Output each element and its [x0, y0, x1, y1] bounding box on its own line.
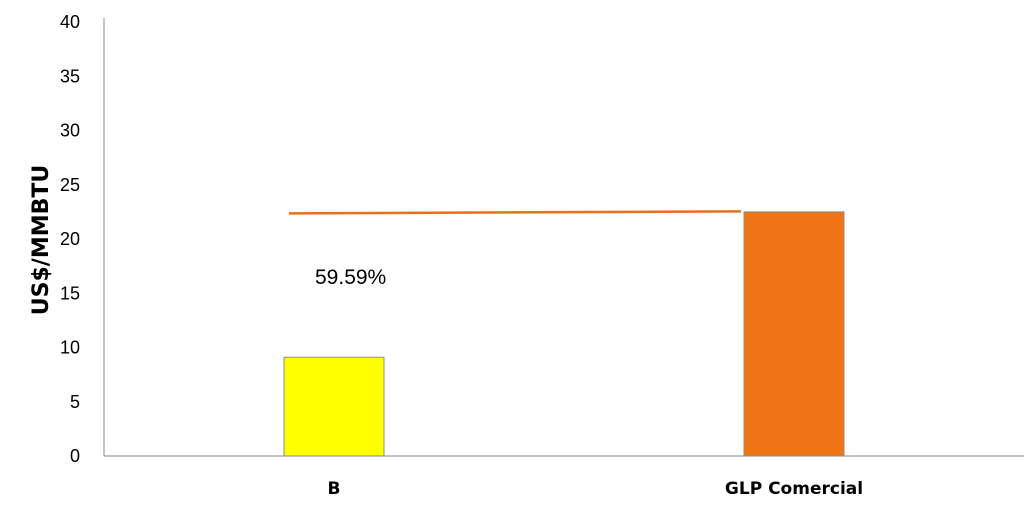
y-tick-label: 40 — [60, 12, 80, 32]
reference-line-layer — [288, 210, 742, 215]
y-tick-label: 35 — [60, 66, 80, 86]
y-tick-label: 0 — [70, 446, 80, 466]
y-tick-label: 20 — [60, 229, 80, 249]
x-category-labels: B GLP Comercial — [328, 479, 864, 499]
x-category-label: GLP Comercial — [725, 479, 863, 499]
y-tick-label: 5 — [70, 392, 80, 412]
reference-line — [288, 210, 742, 215]
y-tick-label: 15 — [60, 283, 80, 303]
y-tick-label: 25 — [60, 175, 80, 195]
y-axis-label: US$/MMBTU — [29, 165, 54, 315]
x-category-label: B — [328, 479, 341, 499]
y-tick-labels: 0 5 10 15 20 25 30 35 40 — [60, 12, 80, 466]
bar-glp-comercial — [743, 211, 845, 457]
y-tick-label: 10 — [60, 338, 80, 358]
percent-annotation: 59.59% — [315, 266, 386, 289]
bar-b — [283, 356, 385, 457]
bars — [283, 211, 845, 457]
y-tick-label: 30 — [60, 121, 80, 141]
